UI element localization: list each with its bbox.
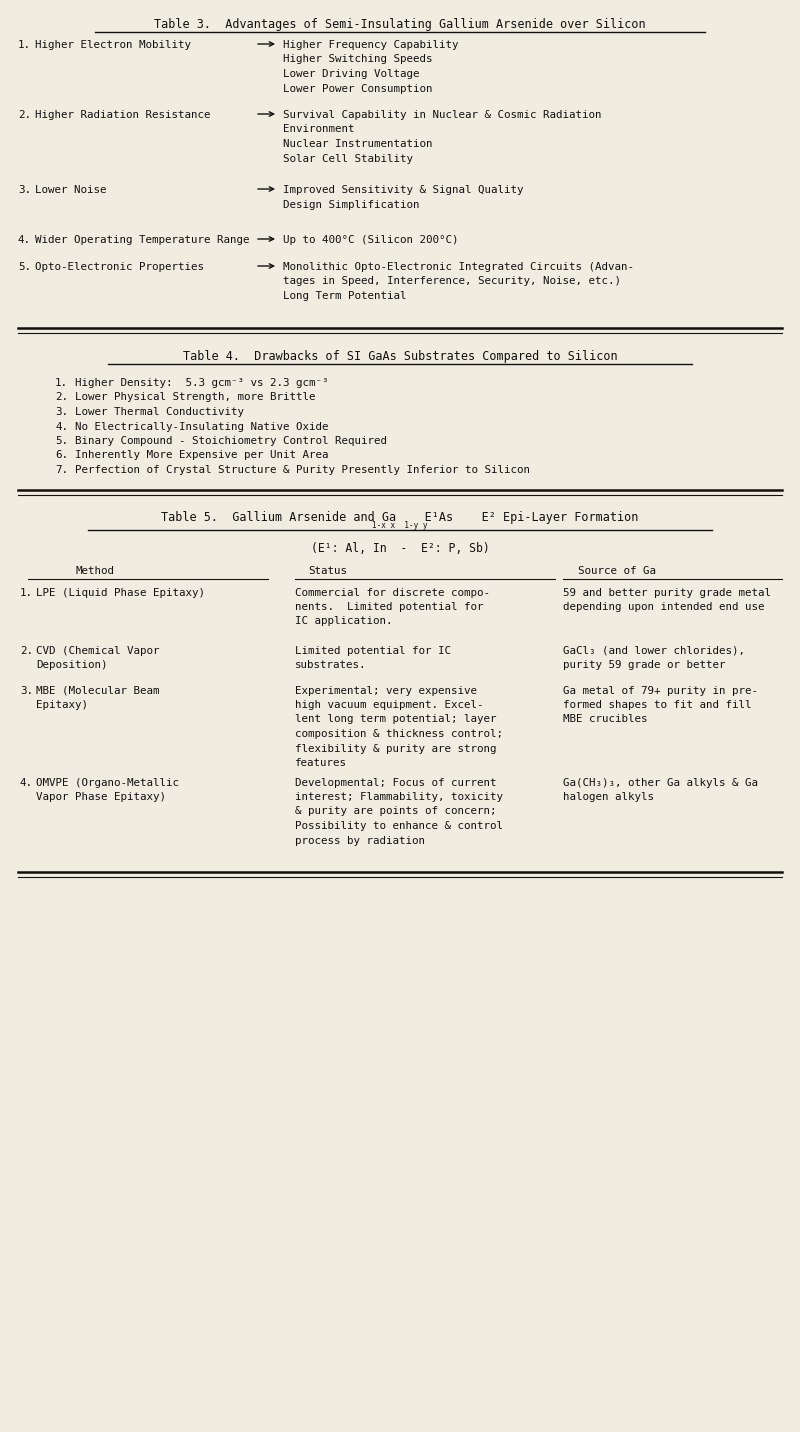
Text: Developmental; Focus of current: Developmental; Focus of current bbox=[295, 778, 497, 788]
Text: Solar Cell Stability: Solar Cell Stability bbox=[283, 153, 413, 163]
Text: Limited potential for IC: Limited potential for IC bbox=[295, 646, 451, 656]
Text: Opto-Electronic Properties: Opto-Electronic Properties bbox=[35, 262, 204, 272]
Text: Ga(CH₃)₃, other Ga alkyls & Ga: Ga(CH₃)₃, other Ga alkyls & Ga bbox=[563, 778, 758, 788]
Text: Epitaxy): Epitaxy) bbox=[36, 700, 88, 710]
Text: depending upon intended end use: depending upon intended end use bbox=[563, 601, 765, 611]
Text: (E¹: Al, In  -  E²: P, Sb): (E¹: Al, In - E²: P, Sb) bbox=[310, 541, 490, 554]
Text: 2.: 2. bbox=[20, 646, 33, 656]
Text: lent long term potential; layer: lent long term potential; layer bbox=[295, 715, 497, 725]
Text: 1.: 1. bbox=[18, 40, 31, 50]
Text: LPE (Liquid Phase Epitaxy): LPE (Liquid Phase Epitaxy) bbox=[36, 587, 205, 597]
Text: 4.: 4. bbox=[18, 235, 31, 245]
Text: Improved Sensitivity & Signal Quality: Improved Sensitivity & Signal Quality bbox=[283, 185, 523, 195]
Text: Higher Radiation Resistance: Higher Radiation Resistance bbox=[35, 110, 210, 120]
Text: 5.: 5. bbox=[55, 435, 68, 445]
Text: formed shapes to fit and fill: formed shapes to fit and fill bbox=[563, 700, 751, 710]
Text: MBE (Molecular Beam: MBE (Molecular Beam bbox=[36, 686, 159, 696]
Text: composition & thickness control;: composition & thickness control; bbox=[295, 729, 503, 739]
Text: Monolithic Opto-Electronic Integrated Circuits (Advan-: Monolithic Opto-Electronic Integrated Ci… bbox=[283, 262, 634, 272]
Text: Long Term Potential: Long Term Potential bbox=[283, 291, 406, 301]
Text: & purity are points of concern;: & purity are points of concern; bbox=[295, 806, 497, 816]
Text: Experimental; very expensive: Experimental; very expensive bbox=[295, 686, 477, 696]
Text: Source of Ga: Source of Ga bbox=[578, 566, 656, 576]
Text: Environment: Environment bbox=[283, 125, 354, 135]
Text: 3.: 3. bbox=[18, 185, 31, 195]
Text: Higher Switching Speeds: Higher Switching Speeds bbox=[283, 54, 433, 64]
Text: Possibility to enhance & control: Possibility to enhance & control bbox=[295, 821, 503, 831]
Text: 59 and better purity grade metal: 59 and better purity grade metal bbox=[563, 587, 771, 597]
Text: interest; Flammability, toxicity: interest; Flammability, toxicity bbox=[295, 792, 503, 802]
Text: Ga metal of 79+ purity in pre-: Ga metal of 79+ purity in pre- bbox=[563, 686, 758, 696]
Text: 4.: 4. bbox=[20, 778, 33, 788]
Text: OMVPE (Organo-Metallic: OMVPE (Organo-Metallic bbox=[36, 778, 179, 788]
Text: Lower Physical Strength, more Brittle: Lower Physical Strength, more Brittle bbox=[75, 392, 315, 402]
Text: IC application.: IC application. bbox=[295, 617, 393, 627]
Text: Status: Status bbox=[308, 566, 347, 576]
Text: 7.: 7. bbox=[55, 465, 68, 475]
Text: 2.: 2. bbox=[55, 392, 68, 402]
Text: Lower Noise: Lower Noise bbox=[35, 185, 106, 195]
Text: Method: Method bbox=[75, 566, 114, 576]
Text: GaCl₃ (and lower chlorides),: GaCl₃ (and lower chlorides), bbox=[563, 646, 745, 656]
Text: Nuclear Instrumentation: Nuclear Instrumentation bbox=[283, 139, 433, 149]
Text: Table 4.  Drawbacks of SI GaAs Substrates Compared to Silicon: Table 4. Drawbacks of SI GaAs Substrates… bbox=[182, 349, 618, 362]
Text: Inherently More Expensive per Unit Area: Inherently More Expensive per Unit Area bbox=[75, 451, 329, 461]
Text: Commercial for discrete compo-: Commercial for discrete compo- bbox=[295, 587, 490, 597]
Text: No Electrically-Insulating Native Oxide: No Electrically-Insulating Native Oxide bbox=[75, 421, 329, 431]
Text: Lower Driving Voltage: Lower Driving Voltage bbox=[283, 69, 419, 79]
Text: Higher Electron Mobility: Higher Electron Mobility bbox=[35, 40, 191, 50]
Text: tages in Speed, Interference, Security, Noise, etc.): tages in Speed, Interference, Security, … bbox=[283, 276, 621, 286]
Text: 3.: 3. bbox=[20, 686, 33, 696]
Text: 1-x x  1-y y: 1-x x 1-y y bbox=[372, 521, 428, 530]
Text: 1.: 1. bbox=[20, 587, 33, 597]
Text: 6.: 6. bbox=[55, 451, 68, 461]
Text: Lower Power Consumption: Lower Power Consumption bbox=[283, 83, 433, 93]
Text: Binary Compound - Stoichiometry Control Required: Binary Compound - Stoichiometry Control … bbox=[75, 435, 387, 445]
Text: 2.: 2. bbox=[18, 110, 31, 120]
Text: Higher Frequency Capability: Higher Frequency Capability bbox=[283, 40, 458, 50]
Text: Perfection of Crystal Structure & Purity Presently Inferior to Silicon: Perfection of Crystal Structure & Purity… bbox=[75, 465, 530, 475]
Text: 1.: 1. bbox=[55, 378, 68, 388]
Text: high vacuum equipment. Excel-: high vacuum equipment. Excel- bbox=[295, 700, 483, 710]
Text: nents.  Limited potential for: nents. Limited potential for bbox=[295, 601, 483, 611]
Text: Lower Thermal Conductivity: Lower Thermal Conductivity bbox=[75, 407, 244, 417]
Text: halogen alkyls: halogen alkyls bbox=[563, 792, 654, 802]
Text: Deposition): Deposition) bbox=[36, 660, 107, 670]
Text: 4.: 4. bbox=[55, 421, 68, 431]
Text: Design Simplification: Design Simplification bbox=[283, 199, 419, 209]
Text: Wider Operating Temperature Range: Wider Operating Temperature Range bbox=[35, 235, 250, 245]
Text: Higher Density:  5.3 gcm⁻³ vs 2.3 gcm⁻³: Higher Density: 5.3 gcm⁻³ vs 2.3 gcm⁻³ bbox=[75, 378, 329, 388]
Text: flexibility & purity are strong: flexibility & purity are strong bbox=[295, 743, 497, 753]
Text: purity 59 grade or better: purity 59 grade or better bbox=[563, 660, 726, 670]
Text: substrates.: substrates. bbox=[295, 660, 366, 670]
Text: Table 3.  Advantages of Semi-Insulating Gallium Arsenide over Silicon: Table 3. Advantages of Semi-Insulating G… bbox=[154, 19, 646, 32]
Text: process by radiation: process by radiation bbox=[295, 835, 425, 845]
Text: MBE crucibles: MBE crucibles bbox=[563, 715, 647, 725]
Text: CVD (Chemical Vapor: CVD (Chemical Vapor bbox=[36, 646, 159, 656]
Text: Survival Capability in Nuclear & Cosmic Radiation: Survival Capability in Nuclear & Cosmic … bbox=[283, 110, 602, 120]
Text: Up to 400°C (Silicon 200°C): Up to 400°C (Silicon 200°C) bbox=[283, 235, 458, 245]
Text: Vapor Phase Epitaxy): Vapor Phase Epitaxy) bbox=[36, 792, 166, 802]
Text: features: features bbox=[295, 758, 347, 768]
Text: 5.: 5. bbox=[18, 262, 31, 272]
Text: 3.: 3. bbox=[55, 407, 68, 417]
Text: Table 5.  Gallium Arsenide and Ga    E¹As    E² Epi-Layer Formation: Table 5. Gallium Arsenide and Ga E¹As E²… bbox=[162, 511, 638, 524]
